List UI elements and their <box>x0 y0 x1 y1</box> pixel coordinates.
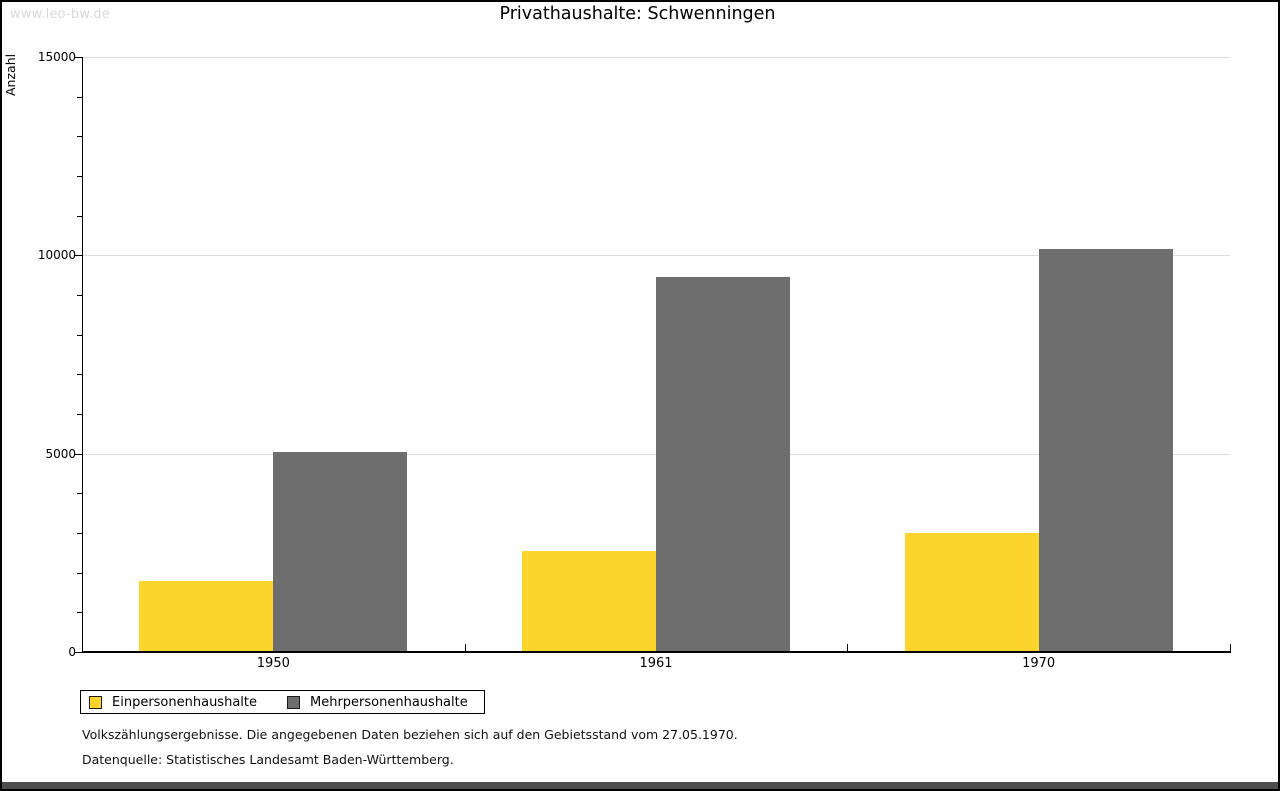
x-axis-line <box>82 651 1231 653</box>
y-tick-label-15000: 15000 <box>37 50 76 64</box>
watermark-text: www.leo-bw.de <box>10 7 111 22</box>
x-boundary-tick-3 <box>1230 644 1231 651</box>
bottom-bar <box>2 782 1278 789</box>
y-major-tick-10000 <box>75 255 82 257</box>
x-tick-label-1970: 1970 <box>1022 656 1056 671</box>
legend-box: Einpersonenhaushalte Mehrpersonenhaushal… <box>80 690 485 714</box>
legend-swatch-mehrpersonenhaushalte <box>287 695 300 709</box>
y-major-tick-5000 <box>75 453 82 455</box>
bar-1970-mehrpersonenhaushalte <box>1038 249 1173 652</box>
y-minor-tick-4000 <box>77 493 82 495</box>
bar-1950-mehrpersonenhaushalte <box>273 451 408 652</box>
y-tick-label-0: 0 <box>68 645 76 659</box>
y-major-tick-0 <box>75 652 82 653</box>
footnote-line-2: Datenquelle: Statistisches Landesamt Bad… <box>82 752 454 767</box>
y-tick-label-5000: 5000 <box>45 446 76 461</box>
y-minor-tick-6000 <box>77 414 82 415</box>
legend-item-mehrpersonenhaushalte: Mehrpersonenhaushalte <box>287 695 468 710</box>
legend-swatch-einpersonenhaushalte <box>89 695 102 709</box>
y-minor-tick-12000 <box>77 176 82 177</box>
y-minor-tick-3000 <box>77 533 82 534</box>
x-tick-label-1950: 1950 <box>256 656 290 671</box>
y-tick-label-10000: 10000 <box>37 248 76 263</box>
chart-title: Privathaushalte: Schwenningen <box>499 4 776 24</box>
bar-1970-einpersonenhaushalte <box>904 533 1039 652</box>
gridline-10000 <box>82 255 1230 257</box>
y-minor-tick-8000 <box>77 334 82 336</box>
bar-1961-mehrpersonenhaushalte <box>656 277 790 652</box>
y-minor-tick-9000 <box>77 295 82 296</box>
y-minor-tick-7000 <box>77 374 82 376</box>
legend-label-einpersonenhaushalte: Einpersonenhaushalte <box>112 694 257 710</box>
x-boundary-tick-1 <box>464 644 466 651</box>
y-minor-tick-13000 <box>77 136 82 138</box>
footnote-line-1: Volkszählungsergebnisse. Die angegebenen… <box>82 727 738 742</box>
y-minor-tick-14000 <box>77 96 82 98</box>
y-minor-tick-2000 <box>77 572 82 574</box>
x-boundary-tick-2 <box>847 644 849 651</box>
bar-1961-einpersonenhaushalte <box>522 550 656 652</box>
x-tick-label-1961: 1961 <box>639 656 673 671</box>
legend-item-einpersonenhaushalte: Einpersonenhaushalte <box>89 695 257 710</box>
y-minor-tick-1000 <box>77 612 82 614</box>
y-axis-line <box>82 57 83 653</box>
y-minor-tick-11000 <box>77 215 82 217</box>
legend-label-mehrpersonenhaushalte: Mehrpersonenhaushalte <box>310 694 468 710</box>
y-major-tick-15000 <box>75 57 82 58</box>
gridline-15000 <box>82 57 1230 58</box>
bar-1950-einpersonenhaushalte <box>139 580 274 652</box>
